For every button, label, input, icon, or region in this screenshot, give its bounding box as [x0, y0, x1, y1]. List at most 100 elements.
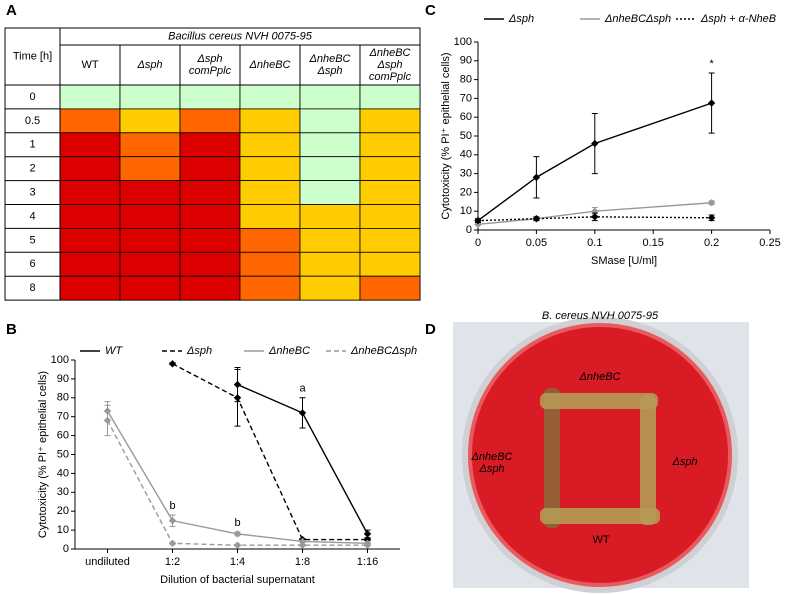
- row-header: 5: [29, 234, 35, 246]
- table-cell: [179, 108, 241, 134]
- panel-label: D: [425, 321, 436, 338]
- x-tick-label: 1:2: [165, 556, 180, 568]
- y-tick-label: 80: [57, 392, 69, 404]
- table-cell: [119, 84, 181, 110]
- marker: [532, 173, 541, 182]
- table-cell: [239, 227, 301, 253]
- photo-title: B. cereus NVH 0075-95: [542, 310, 659, 322]
- table-cell: [59, 108, 121, 134]
- x-tick-label: 1:16: [357, 556, 378, 568]
- table-cell: [239, 275, 301, 301]
- marker: [168, 539, 177, 548]
- table-cell: [119, 180, 181, 205]
- legend-label: WT: [105, 345, 123, 357]
- y-axis-label: Cytotoxicity (% PI⁺ epithelial cells): [37, 371, 49, 538]
- table-cell: [299, 84, 361, 110]
- y-tick-label: 70: [460, 92, 472, 104]
- marker: [168, 516, 177, 525]
- row-header: 0: [29, 91, 35, 103]
- row-header: 3: [29, 186, 35, 198]
- y-tick-label: 100: [454, 36, 472, 48]
- column-header: WT: [81, 59, 98, 71]
- table-cell: [299, 251, 361, 277]
- table-cell: [299, 156, 361, 181]
- annotation: a: [299, 383, 306, 395]
- marker: [103, 416, 112, 425]
- table-cell: [119, 275, 181, 301]
- panel-label: A: [6, 2, 17, 19]
- marker: [233, 541, 242, 549]
- table-cell: [59, 180, 121, 205]
- row-header: 8: [29, 282, 35, 294]
- table-cell: [119, 251, 181, 277]
- x-tick-label: 0.15: [642, 237, 663, 249]
- marker: [591, 139, 599, 148]
- marker: [233, 530, 242, 538]
- table-group-header: Bacillus cereus NVH 0075-95: [168, 30, 313, 42]
- plate-agar: [470, 325, 730, 585]
- annotation: b: [169, 500, 175, 512]
- table-cell: [239, 251, 301, 277]
- streak: [640, 395, 656, 525]
- column-header: comPplc: [369, 71, 412, 83]
- streak: [540, 508, 660, 524]
- table-cell: [359, 132, 421, 158]
- legend-label: ΔnheBC: [268, 345, 310, 357]
- y-axis-label: Cytotoxicity (% PI⁺ epithelial cells): [440, 52, 452, 219]
- table-cell: [179, 84, 241, 110]
- y-tick-label: 50: [57, 448, 69, 460]
- table-cell: [239, 180, 301, 205]
- table-cell: [59, 156, 121, 181]
- table-cell: [239, 84, 301, 110]
- table-cell: [59, 204, 121, 229]
- table-cell: [359, 251, 421, 277]
- row-header: 4: [29, 210, 35, 222]
- marker: [474, 216, 482, 225]
- table-header: Time [h]: [13, 50, 52, 62]
- table-cell: [59, 251, 121, 277]
- table-cell: [179, 251, 241, 277]
- panel-label: C: [425, 2, 436, 19]
- column-header: Δsph: [376, 59, 402, 71]
- y-tick-label: 20: [57, 505, 69, 517]
- row-header: 6: [29, 258, 35, 270]
- y-tick-label: 0: [63, 543, 69, 555]
- table-cell: [299, 204, 361, 229]
- table-cell: [59, 84, 121, 110]
- plate-label: Δsph: [478, 463, 504, 475]
- table-cell: [119, 132, 181, 158]
- legend-label: Δsph: [186, 345, 212, 357]
- marker: [168, 360, 177, 368]
- marker: [591, 213, 599, 221]
- table-cell: [299, 180, 361, 205]
- y-tick-label: 10: [460, 205, 472, 217]
- table-cell: [239, 132, 301, 158]
- y-tick-label: 20: [460, 186, 472, 198]
- legend-label: ΔnheBCΔsph: [604, 13, 671, 25]
- table-cell: [359, 180, 421, 205]
- x-axis-label: Dilution of bacterial supernatant: [160, 574, 315, 586]
- table-cell: [179, 156, 241, 181]
- table-cell: [359, 156, 421, 181]
- y-tick-label: 100: [51, 354, 69, 366]
- table-cell: [59, 132, 121, 158]
- column-header: Δsph: [316, 65, 342, 77]
- y-tick-label: 90: [57, 373, 69, 385]
- marker: [298, 409, 307, 417]
- y-tick-label: 50: [460, 130, 472, 142]
- table-cell: [59, 227, 121, 253]
- y-tick-label: 30: [460, 168, 472, 180]
- column-header: ΔnheBC: [308, 53, 350, 65]
- table-cell: [299, 108, 361, 134]
- legend-label: Δsph: [508, 13, 534, 25]
- table-cell: [299, 227, 361, 253]
- streak: [544, 388, 560, 528]
- table-cell: [179, 227, 241, 253]
- x-axis-label: SMase [U/ml]: [591, 255, 657, 267]
- annotation: b: [234, 517, 240, 529]
- table-cell: [179, 204, 241, 229]
- row-header: 2: [29, 163, 35, 175]
- series-line: [477, 202, 712, 226]
- y-tick-label: 0: [466, 224, 472, 236]
- y-tick-label: 90: [460, 55, 472, 67]
